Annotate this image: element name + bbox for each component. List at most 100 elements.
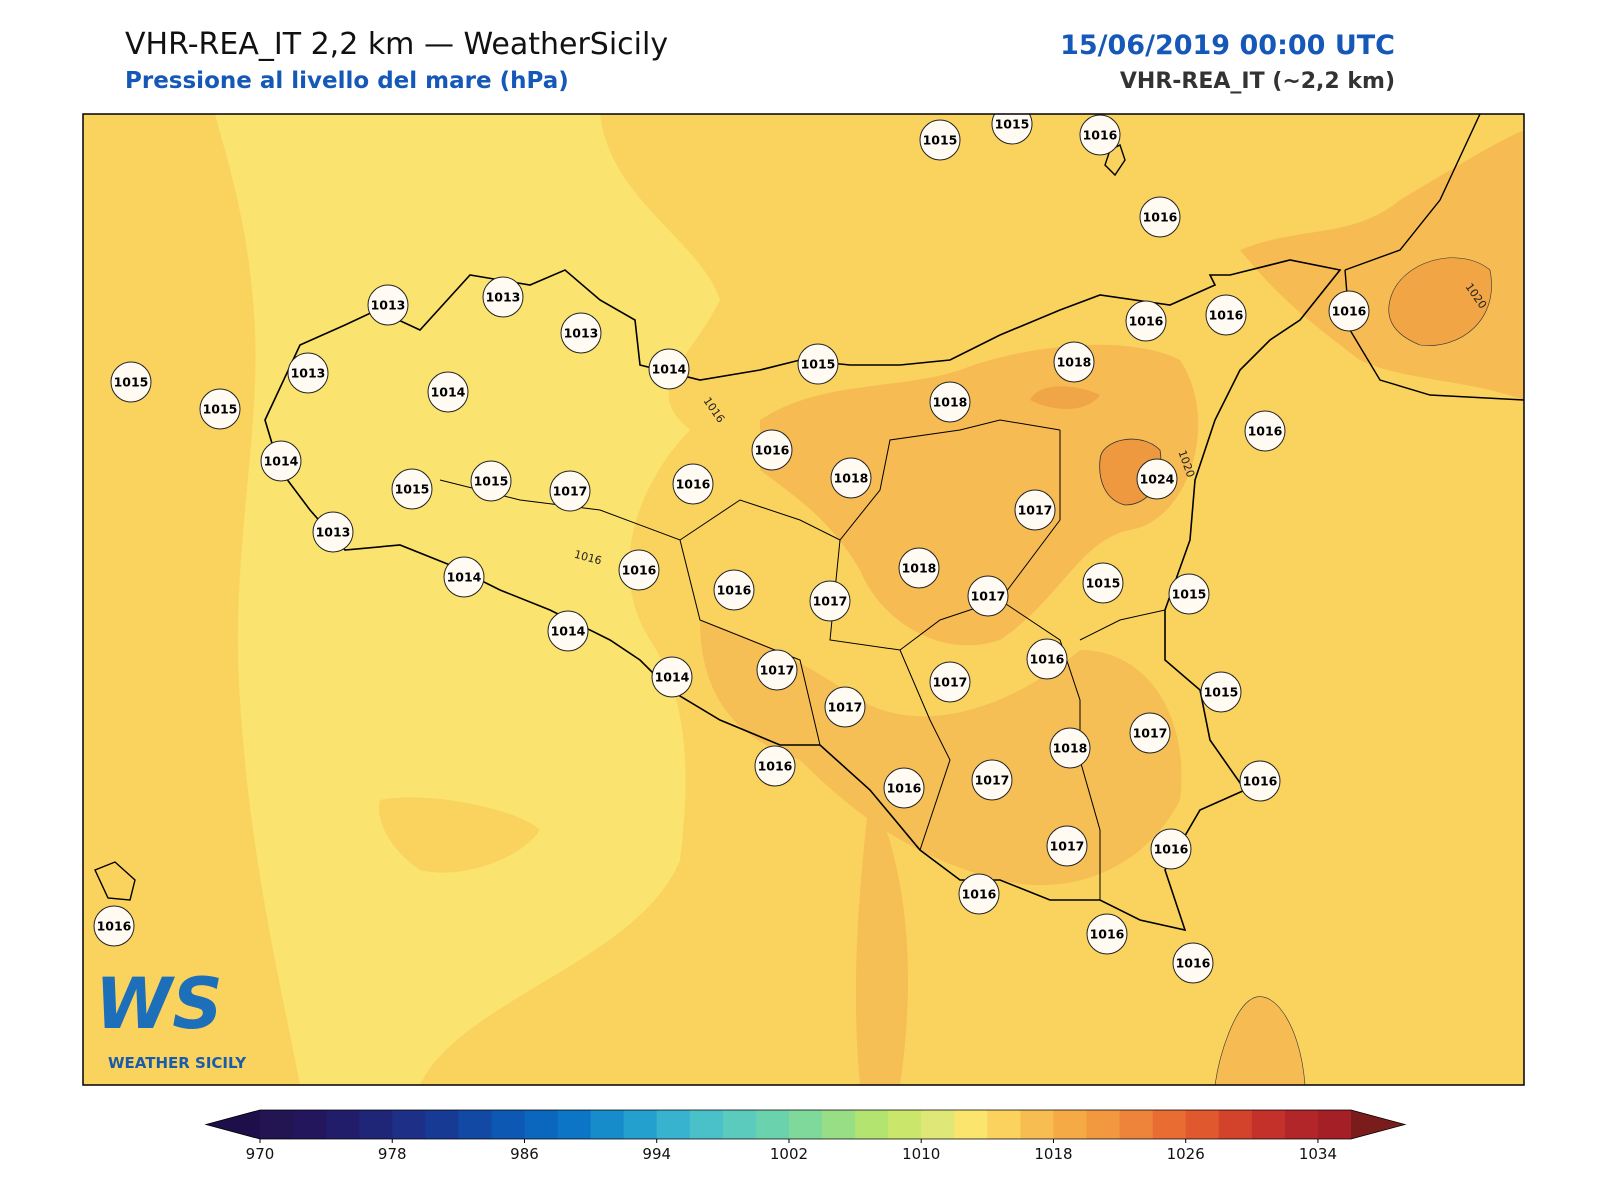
- colorbar-box: [1119, 1110, 1154, 1139]
- station-value: 1016: [1243, 774, 1278, 789]
- colorbar-box: [293, 1110, 327, 1139]
- station-value: 1013: [316, 525, 351, 540]
- station-value: 1016: [717, 583, 752, 598]
- station-value: 1013: [291, 366, 326, 381]
- station-value: 1016: [887, 781, 922, 796]
- station-value: 1014: [431, 385, 466, 400]
- colorbar-box: [1284, 1110, 1319, 1139]
- station-value: 1018: [902, 561, 937, 576]
- colorbar-box: [1020, 1110, 1054, 1139]
- station-marker: [1239, 760, 1281, 802]
- station: 1015: [199, 388, 241, 430]
- station-marker: [1079, 114, 1121, 156]
- station-value: 1015: [474, 474, 509, 489]
- logo-name: WEATHER SICILY: [108, 1054, 247, 1072]
- station-marker: [1244, 410, 1286, 452]
- colorbar-box: [921, 1110, 955, 1139]
- province-border: [439, 419, 1166, 900]
- station-value: 1013: [564, 326, 599, 341]
- station-value: 1016: [1090, 927, 1125, 942]
- colorbar-tick-label: 970: [246, 1145, 275, 1163]
- station-marker: [883, 767, 925, 809]
- station: 1014: [648, 348, 690, 390]
- colorbar-box: [1152, 1110, 1187, 1139]
- colorbar-tick-label: 1026: [1167, 1145, 1205, 1163]
- colorbar-box: [524, 1110, 559, 1139]
- station: 1013: [312, 511, 354, 553]
- colorbar-box: [491, 1110, 525, 1139]
- station-marker: [199, 388, 241, 430]
- colorbar-box: [1251, 1110, 1286, 1139]
- colorbar-box: [359, 1110, 393, 1139]
- colorbar-box: [788, 1110, 823, 1139]
- station: 1016: [1026, 638, 1068, 680]
- station-marker: [898, 547, 940, 589]
- station: 1017: [549, 470, 591, 512]
- zone: [379, 797, 540, 873]
- subtitle: Pressione al livello del mare (hPa): [125, 68, 569, 94]
- station-marker: [648, 348, 690, 390]
- station-value: 1015: [995, 117, 1030, 132]
- colorbar-box: [557, 1110, 592, 1139]
- high-zone: [700, 620, 1182, 886]
- station-marker: [991, 114, 1033, 145]
- island: [94, 144, 1126, 901]
- station-value: 1016: [1129, 314, 1164, 329]
- station: 1016: [93, 905, 135, 947]
- colorbar-box: [722, 1110, 757, 1139]
- colorbar-extend: [206, 1110, 260, 1139]
- station: 1018: [1053, 341, 1095, 383]
- station-marker: [1125, 300, 1167, 342]
- station-marker: [427, 371, 469, 413]
- station: 1016: [618, 549, 660, 591]
- map-frame: [82, 113, 1525, 1086]
- station-marker: [1200, 671, 1242, 713]
- station-value: 1014: [551, 624, 586, 639]
- station: 1018: [1049, 727, 1091, 769]
- colorbar-box: [392, 1110, 426, 1139]
- station-marker: [1139, 196, 1181, 238]
- station: 1016: [1139, 196, 1181, 238]
- station: 1015: [110, 361, 152, 403]
- colorbar-box: [425, 1110, 459, 1139]
- station-value: 1018: [834, 471, 869, 486]
- station: 1015: [1168, 573, 1210, 615]
- station-marker: [1205, 294, 1247, 336]
- colorbar-box: [1218, 1110, 1253, 1139]
- colorbar-tick-label: 994: [642, 1145, 671, 1163]
- station: 1016: [1086, 913, 1128, 955]
- colorbar-box: [822, 1110, 856, 1139]
- station-marker: [1328, 290, 1370, 332]
- colorbar: 970 978 986 994 1002 1010 1018 1026 1034: [204, 1109, 1407, 1163]
- station-marker: [93, 905, 135, 947]
- station-value: 1017: [813, 594, 848, 609]
- station-value: 1016: [1154, 842, 1189, 857]
- station-value: 1015: [1172, 587, 1207, 602]
- station-marker: [1082, 562, 1124, 604]
- station-value: 1016: [97, 919, 132, 934]
- station: 1018: [929, 381, 971, 423]
- colorbar-extend: [1351, 1110, 1405, 1139]
- station: 1016: [1205, 294, 1247, 336]
- colorbar-box: [1086, 1110, 1121, 1139]
- station: 1015: [797, 343, 839, 385]
- station-value: 1013: [486, 290, 521, 305]
- station: 1015: [391, 468, 433, 510]
- high-zone: [855, 790, 909, 1085]
- station-value: 1018: [1053, 741, 1088, 756]
- station-marker: [110, 361, 152, 403]
- station: 1016: [958, 873, 1000, 915]
- station-marker: [971, 759, 1013, 801]
- station-value: 1016: [962, 887, 997, 902]
- station-marker: [391, 468, 433, 510]
- datetime: 15/06/2019 00:00 UTC: [1060, 30, 1395, 61]
- station: 1016: [672, 463, 714, 505]
- station-marker: [443, 556, 485, 598]
- colorbar-box: [623, 1110, 658, 1139]
- station-marker: [1172, 942, 1214, 984]
- station-marker: [1026, 638, 1068, 680]
- station: 1013: [367, 284, 409, 326]
- station-marker: [367, 284, 409, 326]
- station: 1018: [830, 457, 872, 499]
